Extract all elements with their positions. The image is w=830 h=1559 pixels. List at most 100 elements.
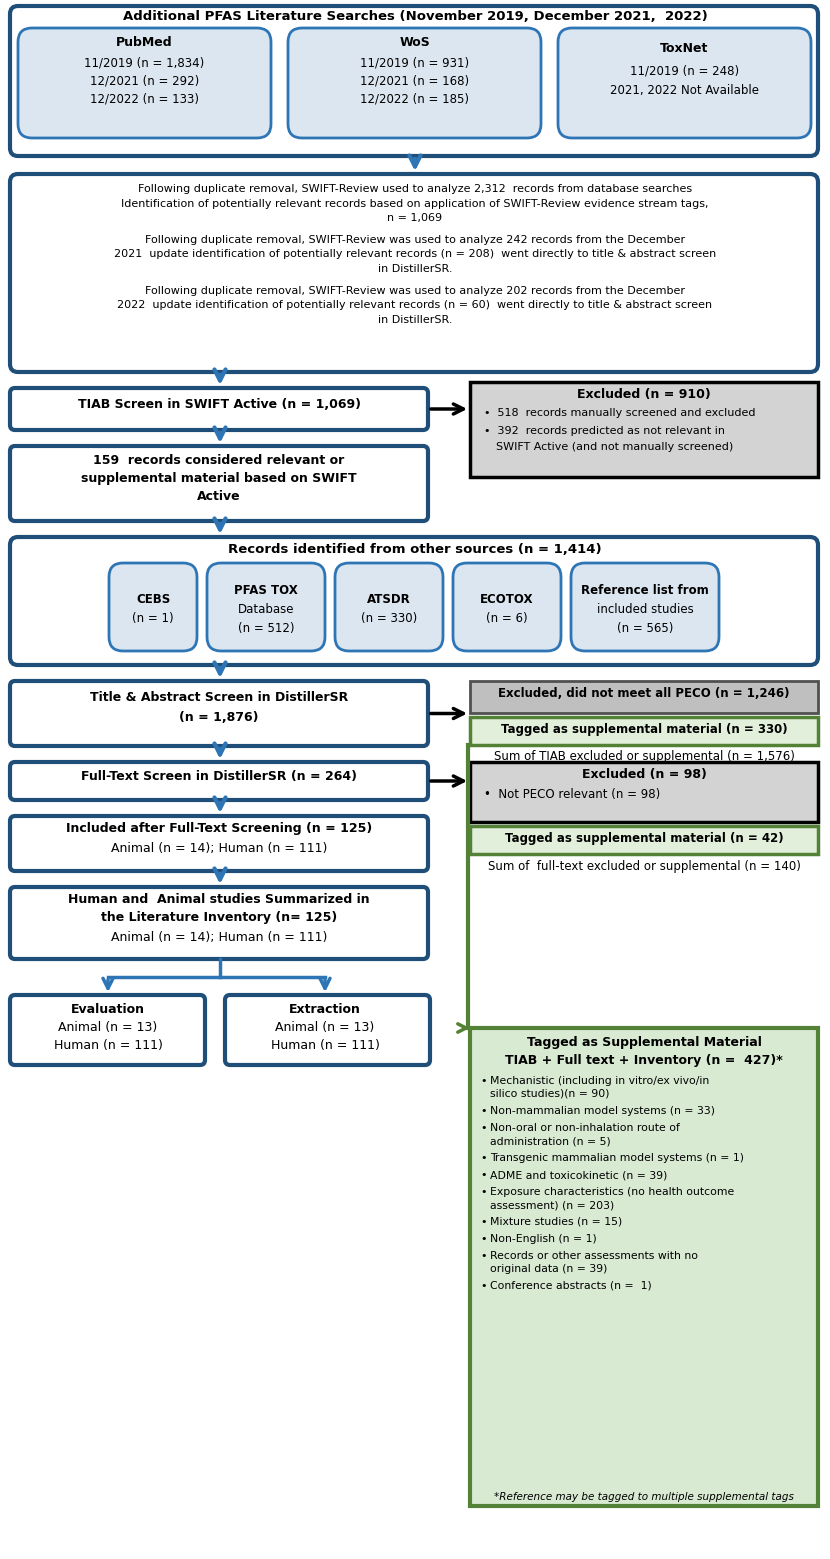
- Text: administration (n = 5): administration (n = 5): [490, 1137, 611, 1146]
- Text: Animal (n = 13): Animal (n = 13): [58, 1021, 158, 1034]
- Text: Database: Database: [237, 603, 295, 616]
- FancyBboxPatch shape: [470, 382, 818, 477]
- Text: 159  records considered relevant or: 159 records considered relevant or: [94, 454, 344, 468]
- Text: Records identified from other sources (n = 1,414): Records identified from other sources (n…: [228, 543, 602, 557]
- Text: 12/2022 (n = 185): 12/2022 (n = 185): [360, 92, 469, 104]
- FancyBboxPatch shape: [558, 28, 811, 139]
- Text: Human and  Animal studies Summarized in: Human and Animal studies Summarized in: [68, 893, 370, 906]
- Text: Tagged as supplemental material (n = 330): Tagged as supplemental material (n = 330…: [500, 723, 788, 736]
- FancyBboxPatch shape: [207, 563, 325, 652]
- Text: 12/2022 (n = 133): 12/2022 (n = 133): [90, 92, 199, 104]
- Text: (n = 330): (n = 330): [361, 613, 417, 625]
- Text: (n = 1,876): (n = 1,876): [179, 711, 259, 723]
- Text: the Literature Inventory (n= 125): the Literature Inventory (n= 125): [101, 910, 337, 924]
- Text: (n = 1): (n = 1): [132, 613, 173, 625]
- Text: original data (n = 39): original data (n = 39): [490, 1264, 608, 1274]
- Text: *Reference may be tagged to multiple supplemental tags: *Reference may be tagged to multiple sup…: [494, 1492, 794, 1501]
- Text: Human (n = 111): Human (n = 111): [54, 1038, 163, 1052]
- Text: •: •: [480, 1122, 486, 1133]
- Text: •: •: [480, 1281, 486, 1291]
- Text: Following duplicate removal, SWIFT-Review was used to analyze 242 records from t: Following duplicate removal, SWIFT-Revie…: [145, 235, 685, 245]
- Text: Following duplicate removal, SWIFT-Review was used to analyze 202 records from t: Following duplicate removal, SWIFT-Revie…: [145, 285, 685, 296]
- FancyBboxPatch shape: [18, 28, 271, 139]
- FancyBboxPatch shape: [10, 762, 428, 800]
- Text: in DistillerSR.: in DistillerSR.: [378, 263, 452, 274]
- Text: (n = 6): (n = 6): [486, 613, 528, 625]
- Text: •: •: [480, 1235, 486, 1244]
- FancyBboxPatch shape: [10, 388, 428, 430]
- Text: Sum of TIAB excluded or supplemental (n = 1,576): Sum of TIAB excluded or supplemental (n …: [494, 750, 794, 762]
- FancyBboxPatch shape: [470, 681, 818, 712]
- Text: •  518  records manually screened and excluded: • 518 records manually screened and excl…: [484, 408, 755, 418]
- Text: Tagged as Supplemental Material: Tagged as Supplemental Material: [526, 1037, 761, 1049]
- Text: 12/2021 (n = 168): 12/2021 (n = 168): [360, 73, 469, 87]
- FancyBboxPatch shape: [10, 6, 818, 156]
- Text: PubMed: PubMed: [116, 36, 173, 48]
- Text: Animal (n = 13): Animal (n = 13): [276, 1021, 374, 1034]
- Text: Non-English (n = 1): Non-English (n = 1): [490, 1235, 597, 1244]
- Text: Following duplicate removal, SWIFT-Review used to analyze 2,312  records from da: Following duplicate removal, SWIFT-Revie…: [138, 184, 692, 193]
- Text: Human (n = 111): Human (n = 111): [271, 1038, 379, 1052]
- FancyBboxPatch shape: [10, 446, 428, 521]
- Text: 11/2019 (n = 1,834): 11/2019 (n = 1,834): [85, 56, 205, 69]
- Text: Title & Abstract Screen in DistillerSR: Title & Abstract Screen in DistillerSR: [90, 691, 348, 705]
- Text: ECOTOX: ECOTOX: [481, 592, 534, 606]
- FancyBboxPatch shape: [10, 681, 428, 747]
- Text: TIAB + Full text + Inventory (n =  427)*: TIAB + Full text + Inventory (n = 427)*: [505, 1054, 783, 1066]
- FancyBboxPatch shape: [453, 563, 561, 652]
- Text: •: •: [480, 1169, 486, 1180]
- FancyBboxPatch shape: [109, 563, 197, 652]
- Text: Included after Full-Text Screening (n = 125): Included after Full-Text Screening (n = …: [66, 822, 372, 836]
- Text: Tagged as supplemental material (n = 42): Tagged as supplemental material (n = 42): [505, 833, 784, 845]
- FancyBboxPatch shape: [10, 995, 205, 1065]
- Text: supplemental material based on SWIFT: supplemental material based on SWIFT: [81, 472, 357, 485]
- FancyBboxPatch shape: [225, 995, 430, 1065]
- Text: Exposure characteristics (no health outcome: Exposure characteristics (no health outc…: [490, 1186, 735, 1197]
- Text: 2022  update identification of potentially relevant records (n = 60)  went direc: 2022 update identification of potentiall…: [117, 299, 713, 310]
- FancyBboxPatch shape: [288, 28, 541, 139]
- Text: Reference list from: Reference list from: [581, 585, 709, 597]
- Text: •  392  records predicted as not relevant in: • 392 records predicted as not relevant …: [484, 426, 725, 437]
- FancyBboxPatch shape: [470, 1027, 818, 1506]
- Text: Full-Text Screen in DistillerSR (n = 264): Full-Text Screen in DistillerSR (n = 264…: [81, 770, 357, 783]
- Text: Mechanistic (including in vitro/ex vivo/in: Mechanistic (including in vitro/ex vivo/…: [490, 1076, 710, 1087]
- Text: (n = 565): (n = 565): [617, 622, 673, 635]
- Text: •: •: [480, 1076, 486, 1087]
- Text: Non-oral or non-inhalation route of: Non-oral or non-inhalation route of: [490, 1122, 680, 1133]
- FancyBboxPatch shape: [10, 887, 428, 959]
- FancyBboxPatch shape: [470, 762, 818, 822]
- Text: 11/2019 (n = 931): 11/2019 (n = 931): [360, 56, 469, 69]
- Text: PFAS TOX: PFAS TOX: [234, 585, 298, 597]
- Text: n = 1,069: n = 1,069: [388, 214, 442, 223]
- FancyBboxPatch shape: [10, 815, 428, 871]
- Text: Active: Active: [198, 490, 241, 504]
- Text: WoS: WoS: [399, 36, 430, 48]
- Text: Identification of potentially relevant records based on application of SWIFT-Rev: Identification of potentially relevant r…: [121, 198, 709, 209]
- Text: Additional PFAS Literature Searches (November 2019, December 2021,  2022): Additional PFAS Literature Searches (Nov…: [123, 9, 707, 23]
- FancyBboxPatch shape: [470, 826, 818, 854]
- Text: •: •: [480, 1250, 486, 1261]
- Text: 2021, 2022 Not Available: 2021, 2022 Not Available: [610, 84, 759, 97]
- Text: (n = 512): (n = 512): [237, 622, 295, 635]
- Text: Transgenic mammalian model systems (n = 1): Transgenic mammalian model systems (n = …: [490, 1154, 744, 1163]
- Text: •: •: [480, 1186, 486, 1197]
- Text: Animal (n = 14); Human (n = 111): Animal (n = 14); Human (n = 111): [111, 931, 327, 945]
- Text: ADME and toxicokinetic (n = 39): ADME and toxicokinetic (n = 39): [490, 1169, 667, 1180]
- Text: Excluded (n = 98): Excluded (n = 98): [582, 769, 706, 781]
- FancyBboxPatch shape: [10, 175, 818, 373]
- Text: ATSDR: ATSDR: [367, 592, 411, 606]
- Text: 2021  update identification of potentially relevant records (n = 208)  went dire: 2021 update identification of potentiall…: [114, 249, 716, 259]
- Text: included studies: included studies: [597, 603, 693, 616]
- Text: SWIFT Active (and not manually screened): SWIFT Active (and not manually screened): [496, 443, 733, 452]
- Text: Excluded, did not meet all PECO (n = 1,246): Excluded, did not meet all PECO (n = 1,2…: [498, 688, 790, 700]
- Text: •: •: [480, 1154, 486, 1163]
- Text: Excluded (n = 910): Excluded (n = 910): [577, 388, 710, 401]
- Text: ToxNet: ToxNet: [661, 42, 709, 55]
- Text: in DistillerSR.: in DistillerSR.: [378, 315, 452, 324]
- Text: •  Not PECO relevant (n = 98): • Not PECO relevant (n = 98): [484, 787, 660, 801]
- Text: Extraction: Extraction: [289, 1002, 361, 1016]
- Text: silico studies)(n = 90): silico studies)(n = 90): [490, 1090, 609, 1099]
- Text: Mixture studies (n = 15): Mixture studies (n = 15): [490, 1218, 622, 1227]
- Text: 11/2019 (n = 248): 11/2019 (n = 248): [630, 64, 739, 76]
- FancyBboxPatch shape: [10, 536, 818, 666]
